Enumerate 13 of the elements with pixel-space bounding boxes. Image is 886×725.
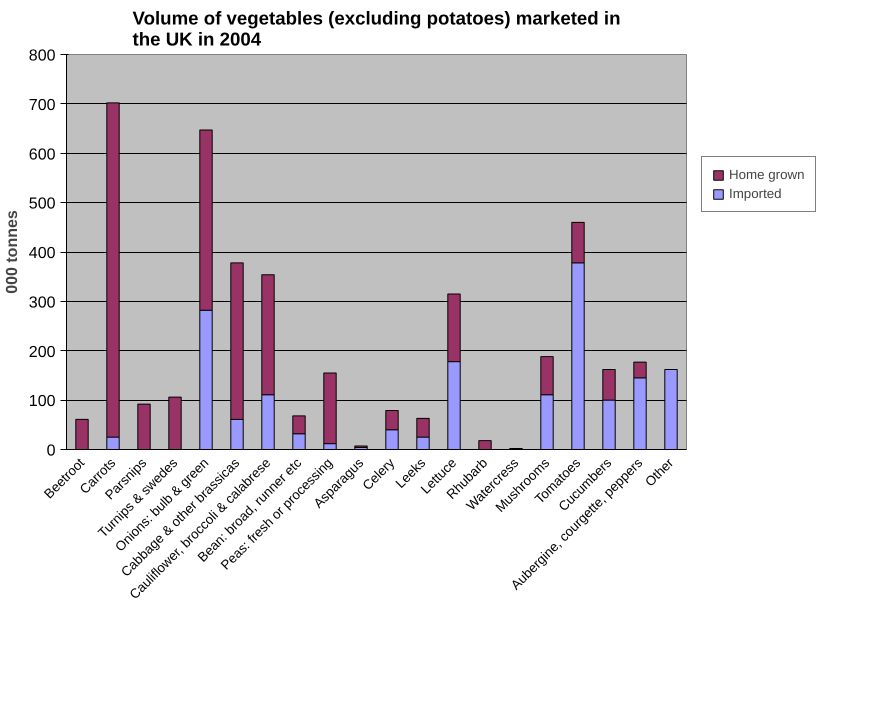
legend-label: Imported	[729, 186, 782, 201]
y-tick-label: 500	[28, 196, 56, 213]
y-tick-label: 700	[28, 96, 56, 114]
y-tick-label: 800	[28, 48, 56, 64]
y-tick-label: 0	[46, 442, 56, 460]
y-tick-label: 200	[28, 344, 56, 361]
legend-label: Home grown	[729, 167, 805, 182]
chart-title: Volume of vegetables (excluding potatoes) marketed in the UK in 2004	[132, 8, 620, 50]
y-tick-label: 400	[28, 245, 56, 262]
y-tick-label: 600	[28, 146, 56, 164]
y-tick-label: 100	[28, 393, 56, 410]
y-tick-label: 300	[28, 294, 56, 312]
y-axis-title: 000 tonnes	[4, 210, 21, 294]
